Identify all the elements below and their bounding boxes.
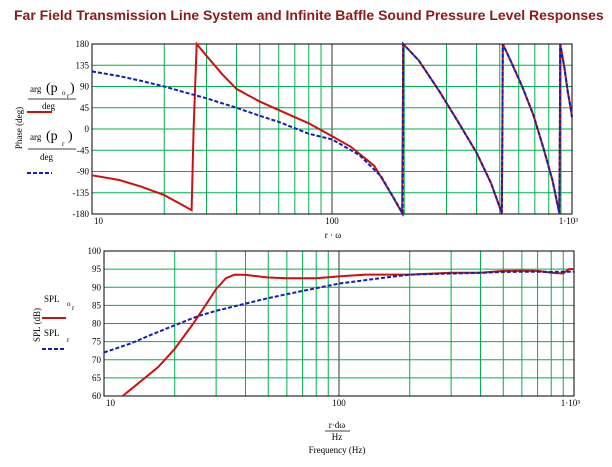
spl-plot-ticks: 100 95 90 85 80 75 70 65 60 10 100 1·10³ [88,246,581,408]
spl-x-axis-denominator: Hz [332,432,343,442]
legend-arg-pr-paren2: ) [68,129,73,144]
page-title: Far Field Transmission Line System and I… [14,7,604,23]
spl-plot: 100 95 90 85 80 75 70 65 60 10 100 1·10³ SPL (dB) S… [32,246,580,455]
spl-x-axis-caption: Frequency (Hz) [309,445,366,455]
y-tick-label: 80 [92,319,102,329]
legend-arg-pr-sub: r [62,140,65,148]
series-line-infinite-baffle [103,270,574,354]
legend-spl-or-sub: o [67,300,71,308]
legend-item-arg-por: arg (p o r ) deg [27,81,76,113]
y-tick-label: -45 [77,145,89,155]
legend-spl-r-main: SPL [44,328,60,338]
spl-plot-frame [103,250,575,397]
x-tick-label: 10 [94,216,104,226]
y-tick-label: 135 [76,60,90,70]
y-tick-label: 85 [92,300,102,310]
legend-arg-por-deg: deg [42,101,55,111]
y-tick-label: 75 [92,337,102,347]
x-tick-label: 1·10³ [559,216,578,226]
legend-arg-por-paren: (p [46,81,58,96]
legend-arg-pr-deg: deg [40,152,53,162]
y-tick-label: 180 [76,39,90,49]
phase-plot-grid [92,44,572,214]
legend-spl-or-main: SPL [44,294,60,304]
legend-arg-pr-paren: (p [46,129,58,144]
legend-arg-por-paren2: ) [70,81,75,96]
y-tick-label: 65 [92,373,102,383]
series-line-transmission-line [121,268,574,397]
legend-arg-por-sub: o [62,89,66,97]
legend-arg-por-sub2: r [67,92,70,100]
x-tick-label: 1·10³ [561,398,580,408]
y-tick-label: 95 [92,264,102,274]
spl-x-axis-numerator: r·dω [329,420,345,430]
spl-plot-series [103,268,574,397]
phase-plot-frame [91,43,573,215]
phase-legend: arg (p o r ) deg arg (p r ) deg [27,81,76,174]
spl-y-axis-title: SPL (dB) [32,308,42,342]
x-tick-label: 100 [325,216,339,226]
spl-legend: SPL o r SPL r [42,294,75,350]
series-line-infinite-baffle [91,41,573,217]
y-tick-label: 45 [80,103,90,113]
y-tick-label: 100 [88,246,102,256]
phase-plot-ticks: 180 135 90 45 0 -45 -90 -135 -180 10 100 1·10³ [73,39,579,226]
x-tick-label: 100 [332,398,346,408]
x-tick-label: 10 [106,398,116,408]
phase-x-axis-fragment: r · ω [325,230,341,240]
y-tick-label: -135 [73,188,90,198]
y-tick-label: -90 [77,167,89,177]
legend-spl-or-sub2: r [72,304,75,312]
y-tick-label: 90 [92,282,102,292]
y-tick-label: 70 [92,355,102,365]
legend-arg-por-fn: arg [30,84,42,94]
y-tick-label: 0 [85,124,90,134]
phase-y-axis-title: Phase (deg) [14,107,24,149]
legend-arg-pr-fn: arg [30,132,42,142]
y-tick-label: 60 [92,391,102,401]
y-tick-label: -180 [73,209,90,219]
y-tick-label: 90 [80,82,90,92]
phase-plot: 180 135 90 45 0 -45 -90 -135 -180 10 100 1·10³ Phas… [14,39,578,240]
phase-plot-series [91,41,573,217]
legend-item-arg-pr: arg (p r ) deg [27,129,76,174]
legend-spl-r-sub: r [67,336,70,344]
